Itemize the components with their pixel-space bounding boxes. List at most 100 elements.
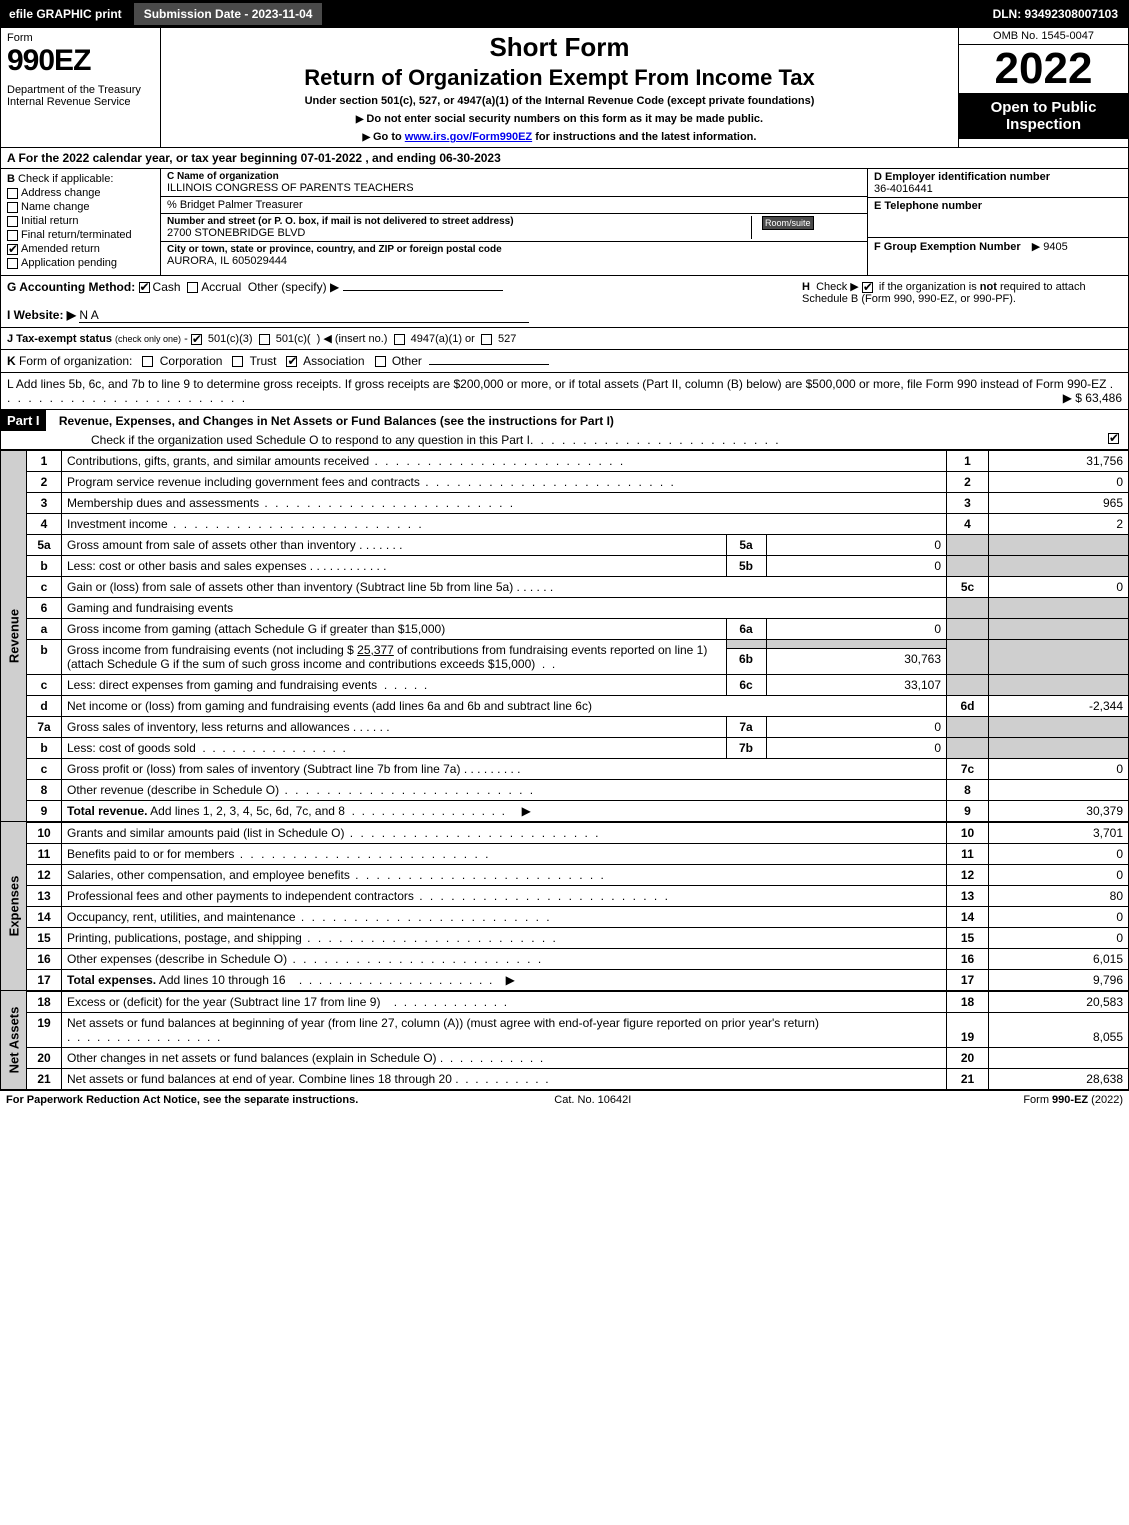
opt-final[interactable]: Final return/terminated <box>7 229 154 241</box>
l19-val: 8,055 <box>989 1013 1129 1048</box>
l19-num: 19 <box>27 1013 62 1048</box>
treasurer: % Bridget Palmer Treasurer <box>167 199 861 211</box>
l6d-text: Net income or (loss) from gaming and fun… <box>62 696 947 717</box>
tax-year: 2022 <box>959 45 1128 93</box>
l13-val: 80 <box>989 886 1129 907</box>
goto-pre: Go to <box>373 131 405 143</box>
l20-text: Other changes in net assets or fund bala… <box>62 1048 947 1069</box>
tel-label: E Telephone number <box>874 200 982 212</box>
opt-address[interactable]: Address change <box>7 187 154 199</box>
part1-checkbox[interactable] <box>1108 433 1119 444</box>
l7a-num: 7a <box>27 717 62 738</box>
irs-link[interactable]: www.irs.gov/Form990EZ <box>405 131 532 143</box>
group-num: ▶ 9405 <box>1032 241 1068 253</box>
k-corp[interactable] <box>142 356 153 367</box>
g-label: G Accounting Method: <box>7 280 135 294</box>
l17-text: Total expenses. Add lines 10 through 16 … <box>62 970 947 991</box>
l7a-text: Gross sales of inventory, less returns a… <box>62 717 947 738</box>
revenue-side-label: Revenue <box>0 450 26 822</box>
l7c-text: Gross profit or (loss) from sales of inv… <box>62 759 947 780</box>
l11-val: 0 <box>989 844 1129 865</box>
l15-ref: 15 <box>947 928 989 949</box>
l11-num: 11 <box>27 844 62 865</box>
l6b-val <box>989 640 1129 675</box>
l5c-num: c <box>27 577 62 598</box>
k-other[interactable] <box>375 356 386 367</box>
l6a-text: Gross income from gaming (attach Schedul… <box>62 619 947 640</box>
l14-val: 0 <box>989 907 1129 928</box>
open-public: Open to Public Inspection <box>959 93 1128 139</box>
l5b-num: b <box>27 556 62 577</box>
efile-label[interactable]: efile GRAPHIC print <box>1 7 130 21</box>
section-d: D Employer identification number 36-4016… <box>868 169 1128 275</box>
opt-name[interactable]: Name change <box>7 201 154 213</box>
opt-pending[interactable]: Application pending <box>7 257 154 269</box>
l8-ref: 8 <box>947 780 989 801</box>
header-middle: Short Form Return of Organization Exempt… <box>161 28 958 147</box>
l4-text: Investment income <box>62 514 947 535</box>
footer-right: Form 990-EZ (2022) <box>1023 1094 1123 1106</box>
l6b-num: b <box>27 640 62 675</box>
l6c-ref <box>947 675 989 696</box>
j-4947[interactable] <box>394 334 405 345</box>
l15-num: 15 <box>27 928 62 949</box>
l11-ref: 11 <box>947 844 989 865</box>
l18-num: 18 <box>27 992 62 1013</box>
l19-text: Net assets or fund balances at beginning… <box>62 1013 947 1048</box>
l6-num: 6 <box>27 598 62 619</box>
k-assoc[interactable] <box>286 356 297 367</box>
l1-val: 31,756 <box>989 451 1129 472</box>
h-checkbox[interactable] <box>862 282 873 293</box>
opt-amended[interactable]: Amended return <box>7 243 154 255</box>
l11-text: Benefits paid to or for members <box>62 844 947 865</box>
l14-num: 14 <box>27 907 62 928</box>
street: 2700 STONEBRIDGE BLVD <box>167 227 751 239</box>
j-527[interactable] <box>481 334 492 345</box>
part1-checkline: Check if the organization used Schedule … <box>91 433 530 447</box>
l5c-text: Gain or (loss) from sale of assets other… <box>62 577 947 598</box>
accrual-checkbox[interactable] <box>187 282 198 293</box>
l20-num: 20 <box>27 1048 62 1069</box>
l20-ref: 20 <box>947 1048 989 1069</box>
other-label: Other (specify) ▶ <box>248 280 339 294</box>
l7c-val: 0 <box>989 759 1129 780</box>
l8-val <box>989 780 1129 801</box>
city-label: City or town, state or province, country… <box>167 244 861 255</box>
website: N A <box>79 308 98 322</box>
l15-val: 0 <box>989 928 1129 949</box>
l3-num: 3 <box>27 493 62 514</box>
l6d-ref: 6d <box>947 696 989 717</box>
k-trust[interactable] <box>232 356 243 367</box>
section-h: H Check ▶ if the organization is not req… <box>802 280 1122 323</box>
footer-left: For Paperwork Reduction Act Notice, see … <box>6 1094 358 1106</box>
sections-bcd: B Check if applicable: Address change Na… <box>0 169 1129 276</box>
goto-post: for instructions and the latest informat… <box>535 131 756 143</box>
l15-text: Printing, publications, postage, and shi… <box>62 928 947 949</box>
l18-val: 20,583 <box>989 992 1129 1013</box>
l7c-ref: 7c <box>947 759 989 780</box>
revenue-section: Revenue 1Contributions, gifts, grants, a… <box>0 450 1129 822</box>
opt-initial[interactable]: Initial return <box>7 215 154 227</box>
l8-text: Other revenue (describe in Schedule O) <box>62 780 947 801</box>
l6b-text: Gross income from fundraising events (no… <box>62 640 947 675</box>
cash-checkbox[interactable] <box>139 282 150 293</box>
org-name: ILLINOIS CONGRESS OF PARENTS TEACHERS <box>167 182 861 194</box>
room-label: Room/suite <box>762 216 814 230</box>
l10-val: 3,701 <box>989 823 1129 844</box>
ein: 36-4016441 <box>874 183 933 195</box>
l5b-ref <box>947 556 989 577</box>
l12-text: Salaries, other compensation, and employ… <box>62 865 947 886</box>
l6d-num: d <box>27 696 62 717</box>
l10-ref: 10 <box>947 823 989 844</box>
l16-ref: 16 <box>947 949 989 970</box>
l9-ref: 9 <box>947 801 989 822</box>
l21-val: 28,638 <box>989 1069 1129 1090</box>
i-label: I Website: ▶ <box>7 308 76 322</box>
l7a-val <box>989 717 1129 738</box>
section-b: B Check if applicable: Address change Na… <box>1 169 161 275</box>
short-form-title: Short Form <box>167 32 952 63</box>
j-501c3[interactable] <box>191 334 202 345</box>
j-501c[interactable] <box>259 334 270 345</box>
accrual-label: Accrual <box>201 280 241 294</box>
l9-val: 30,379 <box>989 801 1129 822</box>
